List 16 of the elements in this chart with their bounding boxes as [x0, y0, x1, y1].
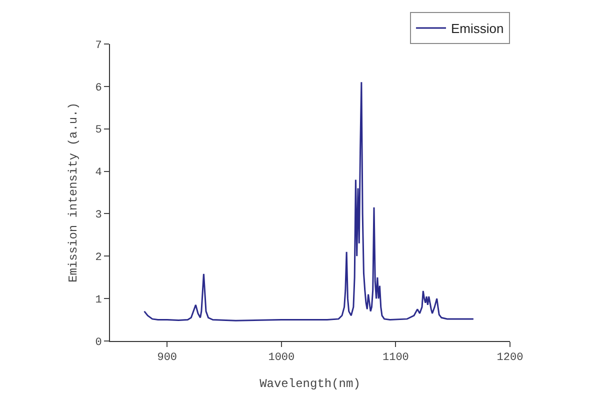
y-tick-label: 7 [95, 40, 102, 52]
y-axis-title: Emission intensity (a.u.) [66, 102, 80, 283]
line-series [144, 81, 474, 322]
x-axis-title: Wavelength(nm) [260, 377, 360, 392]
y-tick-label: 5 [95, 124, 102, 137]
x-tick-label: 1000 [268, 352, 295, 364]
y-tick-label: 4 [95, 167, 102, 180]
y-tick-label: 1 [95, 294, 102, 306]
y-tick-label: 6 [95, 82, 102, 94]
x-tick-label: 1100 [382, 352, 409, 364]
y-tick-label: 0 [95, 336, 102, 349]
y-tick-label: 3 [95, 210, 102, 222]
x-tick-label: 1200 [496, 352, 524, 364]
legend-label: Emission [451, 21, 504, 36]
y-tick-label: 2 [95, 252, 102, 264]
x-tick-label: 900 [157, 352, 178, 364]
